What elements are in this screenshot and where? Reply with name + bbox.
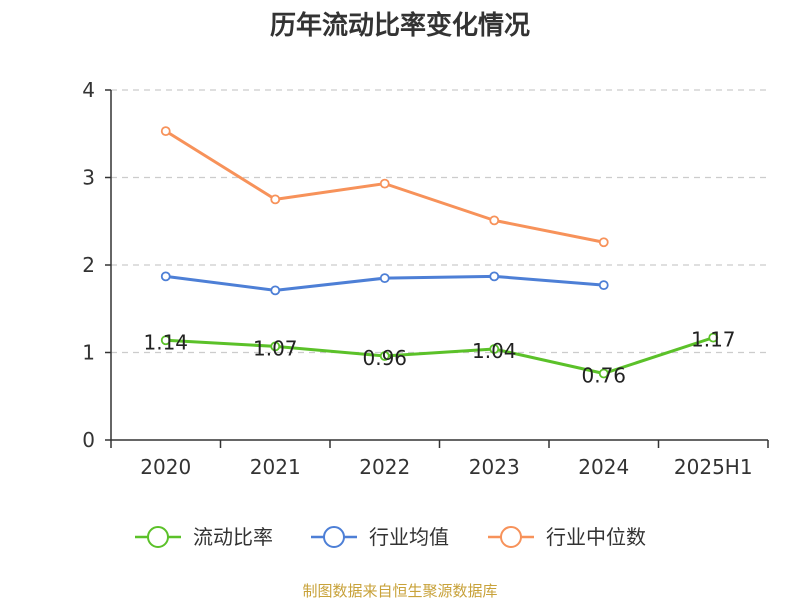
- data-point: [270, 285, 281, 296]
- legend-label: 行业均值: [369, 525, 449, 549]
- legend-label: 行业中位数: [546, 525, 646, 549]
- axes: 0 1 2 3 4 2020 2021 2022 2023 2024 2025H1: [82, 78, 769, 479]
- data-point: [270, 194, 281, 205]
- x-tick-label: 2022: [359, 455, 410, 479]
- data-label: 0.96: [362, 346, 407, 370]
- data-label: 1.07: [253, 336, 298, 360]
- x-tick-label: 2023: [469, 455, 520, 479]
- x-tick-label: 2021: [250, 455, 301, 479]
- legend-marker: [323, 526, 345, 548]
- legend-marker: [147, 526, 169, 548]
- data-label: 1.17: [691, 328, 736, 352]
- legend-marker: [500, 526, 522, 548]
- data-point: [379, 178, 390, 189]
- y-tick-label: 1: [82, 341, 95, 365]
- source-note: 制图数据来自恒生聚源数据库: [302, 582, 497, 600]
- data-point: [160, 271, 171, 282]
- data-point: [598, 237, 609, 248]
- data-label: 1.04: [472, 339, 517, 363]
- y-tick-label: 4: [82, 78, 95, 102]
- data-point: [160, 126, 171, 137]
- data-point: [379, 351, 390, 361]
- data-point: [598, 280, 609, 291]
- y-tick-label: 0: [82, 428, 95, 452]
- data-point: [489, 215, 500, 226]
- series-lines: [160, 126, 719, 379]
- data-label: 0.76: [581, 364, 626, 388]
- data-point: [489, 271, 500, 282]
- chart-title: 历年流动比率变化情况: [270, 10, 530, 41]
- legend-label: 流动比率: [193, 525, 273, 549]
- y-tick-label: 2: [82, 253, 95, 277]
- data-point: [598, 368, 609, 379]
- data-point: [160, 335, 171, 346]
- x-tick-label: 2020: [140, 455, 191, 479]
- data-point: [489, 344, 500, 354]
- data-labels: 1.14 1.07 0.96 1.04 0.76 1.17: [143, 328, 735, 388]
- data-point: [379, 273, 390, 284]
- data-point: [270, 341, 281, 352]
- x-tick-label: 2025H1: [674, 455, 753, 479]
- series-line-0: [165, 336, 714, 375]
- data-point: [708, 332, 719, 343]
- grid-lines: [111, 89, 768, 354]
- y-tick-label: 3: [82, 166, 95, 190]
- data-label: 1.14: [143, 330, 188, 354]
- x-tick-label: 2024: [578, 455, 629, 479]
- legend: 流动比率 行业均值 行业中位数: [135, 525, 646, 549]
